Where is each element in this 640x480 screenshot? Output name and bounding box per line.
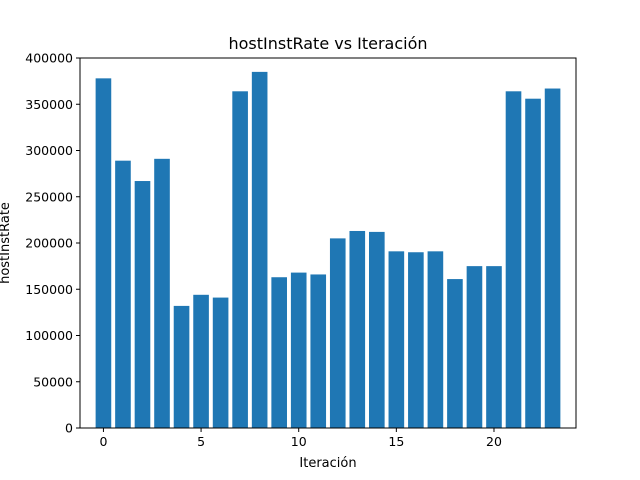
- bar-2: [134, 181, 151, 428]
- x-tick-label: 10: [291, 434, 307, 449]
- bar-11: [310, 274, 327, 428]
- bar-9: [271, 277, 287, 428]
- bar-8: [251, 71, 268, 429]
- bar-13: [349, 230, 366, 428]
- bar-0: [95, 78, 112, 428]
- bar-4: [173, 305, 190, 428]
- bar-12: [329, 238, 346, 428]
- x-axis-label: Iteración: [299, 456, 356, 471]
- chart-title: hostInstRate vs Iteración: [228, 34, 427, 53]
- bar-23: [544, 88, 561, 428]
- x-tick-label: 5: [197, 434, 205, 449]
- bar-18: [447, 279, 463, 428]
- bar-21: [505, 91, 522, 429]
- x-axis-ticks: 0 5 10 15 20: [99, 428, 502, 449]
- x-tick-label: 20: [486, 434, 502, 449]
- bar-20: [486, 266, 502, 429]
- bar-16: [408, 252, 424, 428]
- bar-19: [466, 266, 483, 429]
- bar-6: [212, 297, 229, 428]
- bar-22: [525, 98, 541, 428]
- y-tick-label: 250000: [25, 189, 73, 204]
- y-tick-label: 50000: [33, 374, 73, 389]
- bar-14: [369, 231, 385, 428]
- bar-5: [193, 294, 209, 428]
- y-axis-ticks: 0 50000 100000 150000 200000 250000 300000 3500…: [25, 51, 80, 436]
- bar-7: [232, 91, 248, 429]
- y-axis-label: hostInstRate: [0, 202, 13, 284]
- bars-group: [95, 71, 561, 429]
- y-tick-label: 350000: [25, 97, 73, 112]
- x-tick-label: 15: [388, 434, 404, 449]
- y-tick-label: 100000: [25, 328, 73, 343]
- x-tick-label: 0: [99, 434, 107, 449]
- y-tick-label: 300000: [25, 143, 73, 158]
- bar-15: [388, 251, 405, 428]
- y-tick-label: 400000: [25, 51, 73, 66]
- y-tick-label: 150000: [25, 282, 73, 297]
- bar-17: [427, 251, 444, 428]
- bar-1: [115, 160, 131, 428]
- y-tick-label: 0: [65, 421, 73, 436]
- bar-10: [290, 272, 307, 428]
- y-tick-label: 200000: [25, 236, 73, 251]
- bar-3: [154, 158, 170, 428]
- plot-frame: [79, 57, 577, 429]
